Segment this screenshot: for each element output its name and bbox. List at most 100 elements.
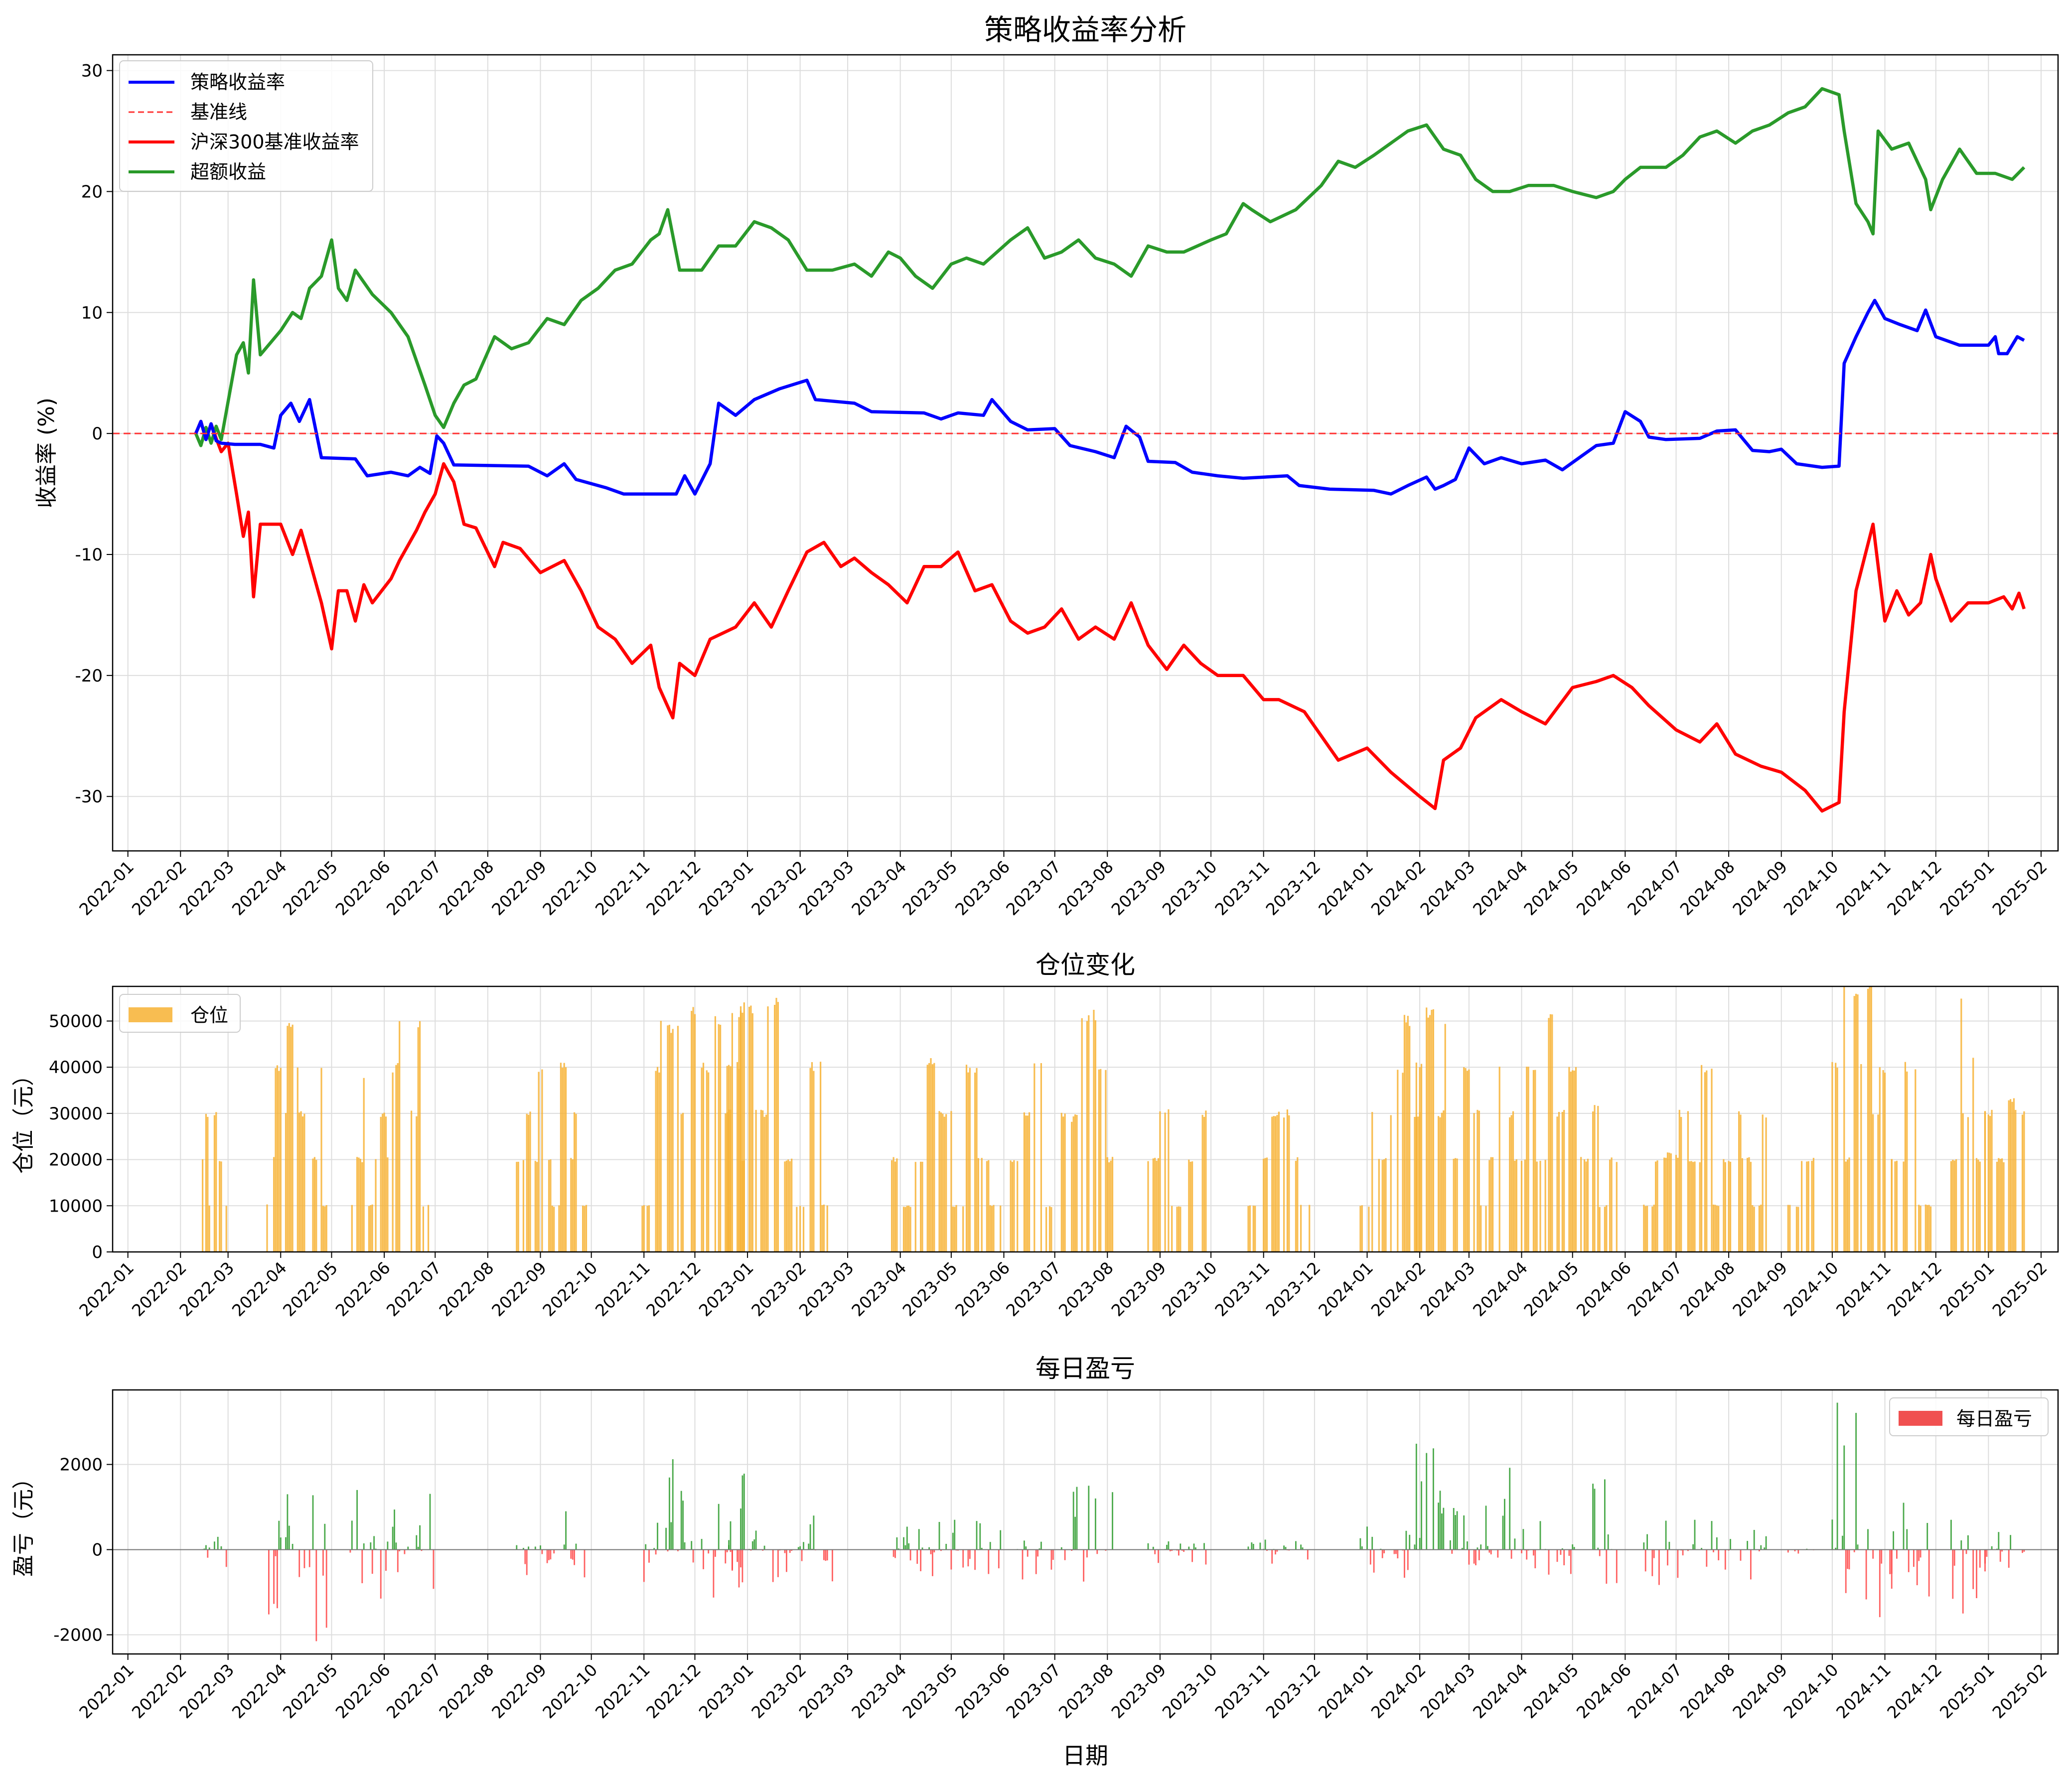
position-bar (1740, 1114, 1742, 1252)
pnl-bar (325, 1549, 327, 1628)
pnl-bar (974, 1549, 976, 1570)
position-bar (1977, 1159, 1979, 1252)
pnl-bar (1855, 1413, 1857, 1550)
pnl-bar (680, 1491, 682, 1550)
position-bar (1689, 1161, 1691, 1252)
position-bar (1297, 1157, 1299, 1252)
pnl-bar (1667, 1549, 1668, 1566)
position-bar (1926, 1205, 1928, 1252)
position-bar (1953, 1160, 1955, 1252)
pnl-bar (1478, 1549, 1480, 1560)
position-bar (2008, 1100, 2010, 1252)
pnl-bar (1158, 1549, 1159, 1563)
position-bar (1017, 1161, 1019, 1252)
position-bar (1699, 1162, 1701, 1252)
position-bar (1266, 1157, 1268, 1252)
position-bar (1383, 1159, 1385, 1252)
pnl-bar (1405, 1530, 1407, 1550)
returns-y-ticks: -30 -20 -10 0 10 20 30 (75, 61, 113, 807)
position-bar (1201, 1114, 1203, 1252)
pnl-bar (1616, 1549, 1618, 1583)
pnl-bar (1765, 1536, 1767, 1550)
position-bar (714, 1016, 716, 1252)
pnl-bar (1740, 1549, 1742, 1561)
position-bar (387, 1157, 389, 1252)
position-bar (560, 1063, 562, 1252)
pnl-bar (1467, 1541, 1468, 1550)
position-bar (273, 1157, 275, 1252)
pnl-bar (1096, 1549, 1098, 1554)
pnl-bar (730, 1521, 732, 1550)
pnl-bar (397, 1549, 399, 1572)
position-bar (1616, 1162, 1618, 1252)
pnl-bar (1455, 1515, 1456, 1550)
position-bar (558, 1205, 560, 1252)
position-bar (380, 1116, 382, 1252)
position-bar (419, 1021, 421, 1252)
pnl-bar (1302, 1547, 1304, 1550)
series-line (194, 298, 2025, 496)
position-bar (324, 1206, 326, 1252)
position-bar (416, 1116, 418, 1252)
pnl-bar (1040, 1541, 1042, 1550)
position-bar (811, 1062, 813, 1252)
position-chart-title: 仓位变化 (1036, 951, 1135, 979)
position-bar (1597, 1105, 1599, 1252)
position-bar (1076, 1115, 1078, 1252)
pnl-bar (906, 1526, 908, 1550)
position-bar (1836, 1068, 1838, 1252)
position-bar (767, 1006, 769, 1252)
pnl-bar (653, 1548, 655, 1550)
position-bar (1906, 1071, 1908, 1252)
pnl-bar (278, 1520, 280, 1550)
pnl-bar (741, 1475, 743, 1550)
position-bar (1712, 1205, 1715, 1252)
pnl-bar (1373, 1549, 1375, 1573)
position-bar (743, 1002, 745, 1252)
position-bar (1561, 1111, 1563, 1252)
position-bar (1675, 1155, 1677, 1252)
position-bar (1064, 1113, 1066, 1252)
pnl-bar (534, 1546, 536, 1550)
pnl-bar (2022, 1549, 2023, 1553)
pnl-bar (791, 1549, 793, 1551)
pnl-bar (1836, 1402, 1838, 1550)
position-bar (1646, 1206, 1648, 1252)
pnl-bar (1468, 1549, 1470, 1565)
pnl-bar (1526, 1549, 1528, 1560)
position-bar (280, 1068, 282, 1252)
position-bar (1920, 1206, 1922, 1252)
pnl-bar (1896, 1549, 1898, 1559)
position-bar (385, 1116, 387, 1252)
position-bar (1492, 1157, 1494, 1252)
position-bar (1094, 1020, 1096, 1252)
position-bar (1438, 1116, 1440, 1252)
position-bar (359, 1159, 361, 1252)
position-bar (1975, 1158, 1978, 1252)
position-bar (988, 1160, 990, 1252)
legend-label-csi300: 沪深300基准收益率 (190, 131, 359, 153)
pnl-bar (385, 1549, 387, 1571)
pnl-bar (1967, 1535, 1969, 1550)
position-bar (731, 1013, 733, 1252)
position-bar (1687, 1111, 1689, 1252)
position-bar (1870, 986, 1872, 1252)
position-bar (1111, 1157, 1114, 1252)
position-bar (774, 1005, 776, 1252)
position-bar (1295, 1161, 1297, 1252)
pnl-bar (1300, 1544, 1302, 1550)
pnl-bar (1037, 1549, 1038, 1557)
position-bar (1979, 1161, 1981, 1252)
position-bar (1728, 1161, 1730, 1252)
pnl-bar (1193, 1543, 1195, 1550)
pnl-bar (208, 1547, 210, 1550)
pnl-bar (1658, 1549, 1660, 1585)
pnl-bar (1568, 1549, 1570, 1556)
pnl-bar (1835, 1547, 1837, 1550)
pnl-bar (954, 1519, 956, 1550)
pnl-bar (324, 1523, 326, 1550)
position-bar (680, 1114, 682, 1252)
pnl-bar (541, 1549, 543, 1554)
position-bar (1572, 1070, 1574, 1252)
pnl-bar (550, 1549, 552, 1560)
